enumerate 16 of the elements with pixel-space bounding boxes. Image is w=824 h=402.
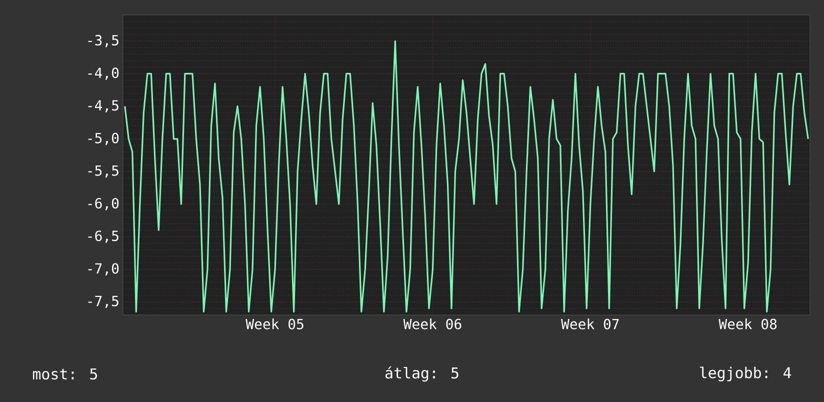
y-tick-label: -4,0 [88, 68, 119, 80]
y-tick-label: -5,5 [88, 165, 118, 178]
y-tick-label: -6,0 [88, 198, 119, 210]
y-tick-label: -5,0 [88, 132, 119, 146]
x-tick-label: Week 08 [718, 318, 777, 330]
x-tick-label: Week 06 [403, 318, 462, 330]
x-tick-label: Week 05 [246, 318, 304, 330]
text: most: 5 [33, 368, 97, 380]
y-tick-label: -3,5 [88, 34, 118, 48]
y-tick-label: -7,0 [88, 263, 119, 276]
text: átlag: 5 [385, 366, 458, 382]
y-tick-label: -6,5 [88, 230, 118, 243]
y-tick-label: -7,5 [88, 296, 118, 308]
text: legjobb: 4 [700, 366, 792, 382]
y-tick-label: -4,5 [88, 100, 118, 112]
x-tick-label: Week 07 [561, 318, 619, 330]
